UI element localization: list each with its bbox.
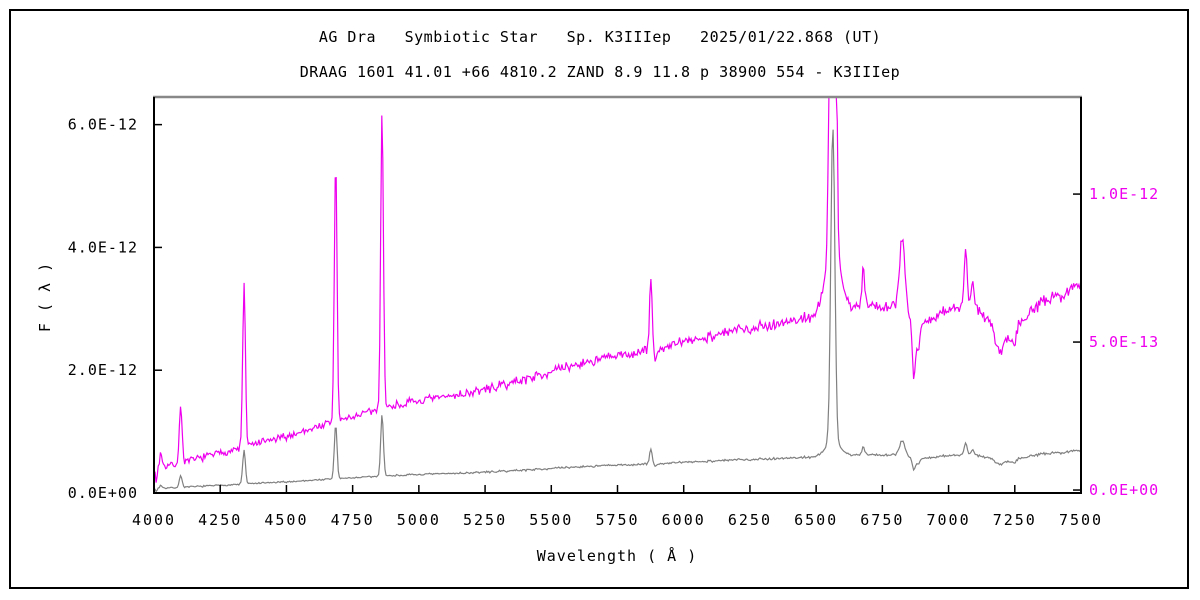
x-tick-label: 6250 — [728, 511, 772, 529]
x-tick-label: 4000 — [132, 511, 176, 529]
x-tick-label: 7500 — [1059, 511, 1103, 529]
x-tick-label: 5500 — [529, 511, 573, 529]
x-tick-label: 6000 — [662, 511, 706, 529]
x-tick-label: 7000 — [927, 511, 971, 529]
x-tick-label: 4250 — [198, 511, 242, 529]
chart-title: AG Dra Symbiotic Star Sp. K3IIIep 2025/0… — [318, 28, 882, 46]
x-tick-label: 7250 — [993, 511, 1037, 529]
right-axis-tick-label: 0.0E+00 — [1089, 481, 1159, 499]
x-tick-label: 5250 — [463, 511, 507, 529]
right-axis-tick-label: 1.0E-12 — [1089, 185, 1159, 203]
chart-subtitle: DRAAG 1601 41.01 +66 4810.2 ZAND 8.9 11.… — [299, 63, 901, 81]
left-axis-tick-label: 0.0E+00 — [68, 484, 138, 502]
figure-border — [9, 9, 1189, 589]
left-axis-tick-label: 2.0E-12 — [68, 361, 138, 379]
x-tick-label: 5000 — [397, 511, 441, 529]
spectrum-line-left-scale — [153, 129, 1082, 493]
right-axis-tick-label: 5.0E-13 — [1089, 333, 1159, 351]
x-tick-label: 5750 — [595, 511, 639, 529]
x-tick-label: 6500 — [794, 511, 838, 529]
x-tick-label: 6750 — [860, 511, 904, 529]
x-tick-label: 4750 — [331, 511, 375, 529]
spectrum-line-right-scale — [153, 96, 1082, 483]
x-tick-label: 4500 — [264, 511, 308, 529]
left-axis-tick-label: 4.0E-12 — [68, 238, 138, 256]
left-axis-tick-label: 6.0E-12 — [68, 116, 138, 134]
x-axis-label: Wavelength ( Å ) — [536, 547, 698, 565]
